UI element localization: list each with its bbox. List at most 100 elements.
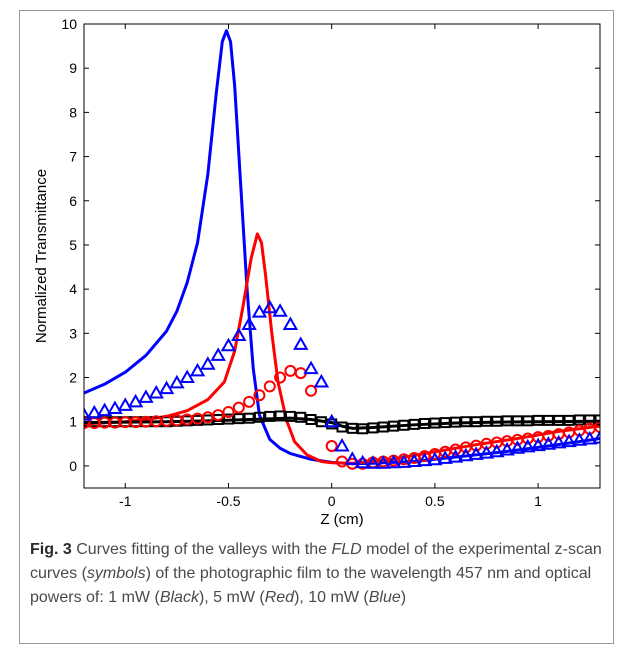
caption-red: Red (264, 589, 295, 606)
triangle-marker (489, 443, 505, 458)
triangle-marker (468, 446, 484, 460)
triangle-marker (262, 299, 278, 314)
circle-marker (284, 364, 297, 377)
triangle-marker (189, 362, 206, 377)
triangle-marker (282, 316, 299, 330)
triangle-marker (200, 356, 216, 370)
plot-area (84, 29, 600, 470)
circle-marker (594, 421, 600, 434)
triangle-marker (334, 438, 350, 452)
triangle-marker (84, 407, 92, 421)
y-tick-label: 1 (69, 414, 77, 430)
triangle-marker (406, 453, 422, 467)
chart: -1 -0.5 0 0.5 1 0 1 2 3 4 5 6 7 8 9 10 Z (cm) Normaliz… (33, 16, 601, 528)
fit-curve-1 (84, 232, 600, 465)
square-marker (284, 410, 296, 422)
fit-curve-0 (84, 29, 600, 466)
figure-label: Fig. 3 (30, 541, 72, 558)
square-marker (553, 414, 565, 426)
y-tick-label: 7 (69, 149, 77, 165)
square-marker (470, 416, 482, 428)
triangle-marker (127, 393, 144, 408)
triangle-marker (592, 430, 600, 444)
y-axis-label: Normalized Transmittance (33, 169, 50, 343)
triangle-marker (251, 304, 268, 318)
caption-text: ) (400, 589, 407, 606)
square-marker (295, 411, 307, 423)
square-marker (450, 416, 462, 428)
square-marker (264, 410, 276, 422)
triangle-marker (427, 451, 443, 466)
triangle-marker (365, 455, 381, 469)
square-marker (367, 422, 379, 434)
caption-model: FLD (331, 541, 362, 558)
triangle-marker (117, 397, 134, 411)
caption-text: ), 10 mW ( (294, 589, 369, 606)
circle-marker (232, 401, 245, 414)
x-tick-label: 1 (534, 493, 542, 509)
triangle-marker (396, 454, 412, 468)
circle-marker (274, 371, 287, 384)
x-tick-label: -0.5 (216, 493, 240, 509)
square-marker (491, 415, 503, 427)
triangle-marker (478, 445, 495, 459)
circle-marker (325, 440, 338, 453)
triangle-marker (96, 402, 113, 417)
triangle-marker (437, 450, 453, 464)
caption-text: model of the experimental z-scan curves … (30, 541, 602, 582)
square-marker (305, 414, 317, 426)
square-marker (542, 414, 554, 426)
triangle-marker (530, 437, 546, 452)
triangle-marker (499, 441, 515, 456)
caption-text: Curves fitting of the valleys with the (71, 541, 332, 558)
triangle-marker (447, 449, 464, 463)
square-marker (388, 420, 400, 432)
triangle-marker (323, 413, 340, 428)
circle-marker (222, 405, 235, 418)
caption-black: Black (159, 589, 199, 606)
circle-marker (305, 384, 318, 397)
y-tick-label: 5 (69, 237, 77, 253)
square-marker (532, 414, 544, 426)
circle-marker (243, 395, 256, 408)
triangle-marker (561, 433, 577, 448)
square-marker (377, 421, 389, 433)
figure-frame (19, 10, 614, 644)
x-tick-label: -1 (119, 493, 132, 509)
triangle-marker (86, 404, 103, 419)
triangle-marker (375, 455, 392, 469)
y-tick-label: 8 (69, 104, 77, 120)
triangle-marker (138, 389, 154, 403)
triangle-marker (354, 454, 371, 469)
square-marker (501, 415, 513, 427)
triangle-marker (169, 374, 185, 389)
triangle-marker (313, 373, 330, 388)
square-marker (274, 410, 286, 422)
square-marker (408, 418, 420, 430)
square-marker (429, 417, 441, 429)
triangle-marker (458, 447, 474, 462)
square-marker (522, 415, 534, 427)
triangle-marker (344, 451, 361, 465)
square-marker (594, 414, 600, 426)
square-marker (460, 416, 472, 428)
triangle-marker (148, 384, 164, 399)
x-tick-label: 0.5 (425, 493, 445, 509)
axes-box (83, 23, 601, 489)
square-marker (398, 419, 410, 431)
triangle-marker (107, 400, 123, 414)
square-marker (222, 413, 234, 425)
y-tick-label: 0 (69, 458, 77, 474)
x-tick-label: 0 (328, 493, 336, 509)
triangle-marker (179, 369, 195, 384)
triangle-marker (241, 316, 257, 330)
triangle-marker (220, 337, 237, 352)
circle-marker (253, 389, 266, 402)
square-marker (573, 414, 585, 426)
square-marker (346, 422, 358, 434)
triangle-marker (540, 436, 557, 450)
square-marker (357, 423, 369, 435)
y-tick-label: 3 (69, 325, 77, 341)
triangle-marker (231, 327, 247, 342)
caption-text: ), 5 mW ( (198, 589, 265, 606)
